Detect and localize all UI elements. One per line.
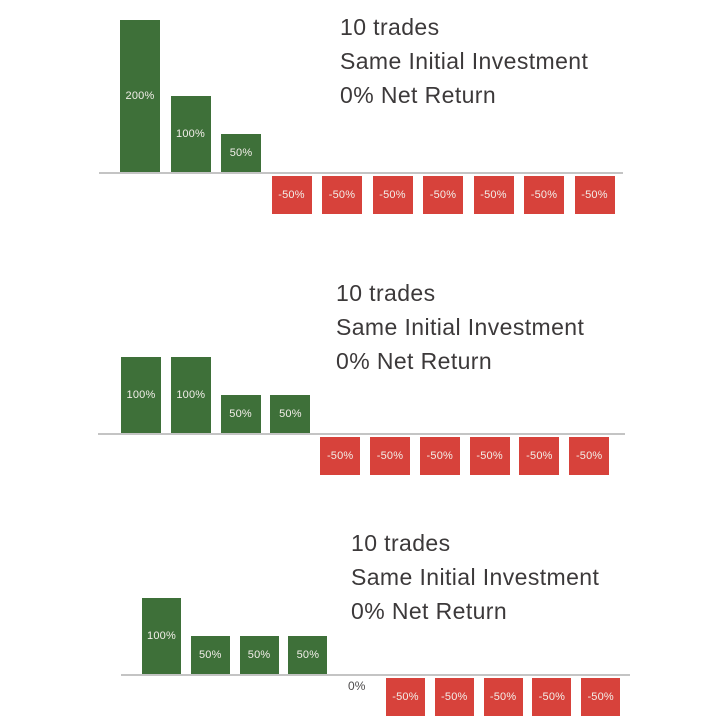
bar-value-label: -50% <box>278 189 305 201</box>
negative-return-bar: -50% <box>519 437 560 475</box>
annotation-line-investment: Same Initial Investment <box>340 48 589 74</box>
bar-value-label: -50% <box>526 450 553 462</box>
positive-return-bar: 50% <box>220 395 261 433</box>
positive-return-bar: 100% <box>170 96 211 172</box>
bar-value-label: -50% <box>328 189 356 201</box>
positive-return-bar: 50% <box>221 134 261 172</box>
negative-return-bar: -50% <box>423 176 463 214</box>
bar-value-label: -50% <box>376 450 404 462</box>
annotation-line-trades: 10 trades <box>336 280 436 306</box>
bar-value-label: 50% <box>198 649 222 661</box>
bar-value-label: 50% <box>296 649 320 661</box>
positive-return-bar: 50% <box>270 395 311 433</box>
zero-return-label: 0% <box>348 679 366 693</box>
bar-value-label: -50% <box>426 450 454 462</box>
bar-value-label: 50% <box>229 408 252 420</box>
bar-value-label: 50% <box>229 147 253 159</box>
negative-return-bar: -50% <box>434 678 474 716</box>
bar-value-label: -50% <box>530 189 558 201</box>
annotation-line-trades: 10 trades <box>340 14 440 40</box>
negative-return-bar: -50% <box>473 176 514 214</box>
bar-value-label: -50% <box>392 691 419 703</box>
bar-value-label: -50% <box>587 691 614 703</box>
positive-return-bar: 50% <box>288 636 328 674</box>
negative-return-bar: -50% <box>581 678 621 716</box>
annotation-line-return: 0% Net Return <box>340 82 497 108</box>
annotation-line-return: 0% Net Return <box>351 598 508 624</box>
positive-return-bar: 100% <box>142 598 181 674</box>
bar-value-label: -50% <box>429 189 457 201</box>
negative-return-bar: -50% <box>419 437 460 475</box>
bar-value-label: -50% <box>538 691 566 703</box>
bar-value-label: 100% <box>126 389 156 401</box>
negative-return-bar: -50% <box>469 437 510 475</box>
annotation-line-investment: Same Initial Investment <box>336 314 585 340</box>
positive-return-bar: 100% <box>170 357 211 433</box>
negative-return-bar: -50% <box>271 176 312 214</box>
bar-value-label: 50% <box>247 649 271 661</box>
annotation-line-investment: Same Initial Investment <box>351 564 600 590</box>
bar-value-label: -50% <box>489 691 517 703</box>
positive-return-bar: 50% <box>190 636 230 674</box>
negative-return-bar: -50% <box>524 176 564 214</box>
bar-value-label: -50% <box>476 450 503 462</box>
positive-return-bar: 200% <box>120 20 160 172</box>
bar-value-label: 100% <box>176 128 205 140</box>
bar-value-label: 200% <box>125 90 155 102</box>
negative-return-bar: -50% <box>574 176 615 214</box>
negative-return-bar: -50% <box>372 176 413 214</box>
bar-value-label: 100% <box>176 389 206 401</box>
negative-return-bar: -50% <box>532 678 572 716</box>
bar-value-label: -50% <box>575 450 603 462</box>
bar-value-label: 100% <box>147 630 176 642</box>
negative-return-bar: -50% <box>370 437 410 475</box>
negative-return-bar: -50% <box>320 437 361 475</box>
annotation-line-return: 0% Net Return <box>336 348 493 374</box>
x-axis-line <box>98 433 625 435</box>
bar-value-label: -50% <box>441 691 468 703</box>
positive-return-bar: 100% <box>121 357 161 433</box>
x-axis-line <box>99 172 623 174</box>
bar-value-label: -50% <box>480 189 507 201</box>
positive-return-bar: 50% <box>239 636 279 674</box>
bar-value-label: -50% <box>326 450 354 462</box>
x-axis-line <box>121 674 630 676</box>
bar-value-label: -50% <box>379 189 406 201</box>
chart-bottom-annotation: 10 trades Same Initial Investment 0% Net… <box>351 526 599 628</box>
negative-return-bar: -50% <box>322 176 362 214</box>
negative-return-bar: -50% <box>569 437 610 475</box>
annotation-line-trades: 10 trades <box>351 530 451 556</box>
bar-value-label: -50% <box>581 189 608 201</box>
negative-return-bar: -50% <box>386 678 425 716</box>
negative-return-bar: -50% <box>483 678 523 716</box>
bar-value-label: 50% <box>279 408 302 420</box>
chart-top-annotation: 10 trades Same Initial Investment 0% Net… <box>340 10 588 112</box>
chart-middle-annotation: 10 trades Same Initial Investment 0% Net… <box>336 276 584 378</box>
